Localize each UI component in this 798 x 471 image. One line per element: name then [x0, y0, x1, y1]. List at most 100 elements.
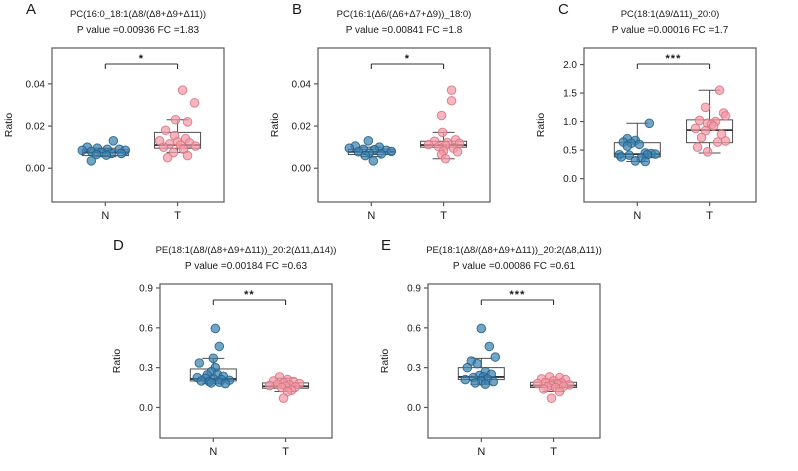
data-point-t: [182, 150, 193, 161]
data-point-t: [720, 136, 731, 146]
data-point-t: [554, 386, 565, 397]
significance-stars: **: [244, 289, 255, 301]
x-tick-label: T: [174, 210, 181, 222]
data-point-t: [714, 85, 725, 96]
boxplot-e: 0.0 0.3 0.6 0.9 Ratio N T ***: [376, 280, 642, 466]
data-point-n: [210, 323, 221, 334]
data-point-t: [278, 393, 289, 403]
boxplot-svg: 0.0 0.3 0.6 0.9 Ratio N T **: [111, 283, 333, 458]
data-point-n: [196, 376, 207, 386]
data-point-n: [368, 156, 379, 166]
data-point-t: [546, 393, 557, 403]
data-point-t: [177, 85, 188, 95]
y-tick-label: 0.02: [292, 122, 312, 133]
y-tick-label: 0.5: [563, 146, 577, 157]
data-point-t: [264, 380, 275, 391]
data-point-t: [712, 137, 723, 147]
data-point-t: [158, 142, 169, 152]
data-point-n: [472, 358, 483, 369]
data-point-n: [622, 141, 633, 151]
data-point-t: [532, 378, 543, 389]
y-tick-label: 0.0: [139, 403, 153, 414]
data-point-t: [700, 102, 711, 113]
data-point-n: [488, 376, 499, 387]
data-point-n: [484, 341, 495, 352]
data-point-t: [696, 132, 707, 143]
data-point-n: [480, 379, 491, 390]
panel-label-a: A: [26, 1, 37, 18]
panel-e: E PE(18:1(Δ8/(Δ8+Δ9+Δ11))_20:2(Δ8,Δ11)) …: [376, 236, 642, 466]
plot-frame: [317, 47, 491, 203]
panel-b: B PC(16:1(Δ6/(Δ6+Δ7+Δ9))_18:0) P value =…: [266, 0, 532, 230]
panel-subtitle-b: P value =0.00841 FC =1.8: [345, 25, 463, 36]
data-point-n: [116, 148, 127, 159]
data-point-n: [86, 156, 97, 166]
panel-c: C PC(18:1(Δ9/Δ11)_20:0) P value =0.00016…: [532, 0, 798, 230]
x-tick-label: N: [367, 210, 375, 222]
panel-a: A PC(16:0_18:1(Δ8/(Δ8+Δ9+Δ11)) P value =…: [0, 0, 266, 230]
data-point-t: [720, 111, 731, 121]
y-tick-label: 0.00: [26, 164, 46, 175]
data-point-t: [160, 125, 171, 136]
significance-stars: ***: [666, 53, 682, 65]
panel-title-c: PC(18:1(Δ9/Δ11)_20:0): [620, 9, 720, 20]
panel-d: D PE(18:1(Δ8/(Δ8+Δ9+Δ11))_20:2(Δ11,Δ14))…: [108, 236, 374, 466]
data-point-n: [91, 149, 102, 160]
data-point-t: [690, 123, 701, 134]
data-point-n: [77, 145, 88, 156]
data-point-n: [470, 378, 481, 388]
boxplot-d: 0.0 0.3 0.6 0.9 Ratio N T **: [108, 280, 374, 466]
data-point-t: [182, 117, 193, 127]
data-point-t: [538, 384, 549, 394]
data-point-n: [640, 156, 651, 167]
boxplot-svg: 0.0 0.3 0.6 0.9 Ratio N T ***: [379, 283, 601, 458]
y-tick-label: 0.02: [26, 122, 46, 133]
panel-subtitle-d: P value =0.00184 FC =0.63: [184, 261, 308, 272]
y-tick-label: 0.9: [407, 283, 421, 294]
y-tick-label: 0.6: [407, 323, 421, 334]
panel-subtitle-e: P value =0.00086 FC =0.61: [452, 261, 576, 272]
data-point-t: [446, 95, 457, 106]
data-point-t: [692, 142, 703, 153]
y-tick-label: 0.6: [139, 323, 153, 334]
y-tick-label: 0.9: [139, 283, 153, 294]
panel-title-e: PE(18:1(Δ8/(Δ8+Δ9+Δ11))_20:2(Δ8,Δ11)): [426, 245, 602, 256]
data-point-t: [694, 115, 705, 126]
y-axis-label: Ratio: [535, 113, 547, 138]
boxplot-svg: 0.00 0.02 0.04 Ratio N T *: [3, 47, 225, 222]
significance-stars: ***: [510, 289, 526, 301]
boxplot-svg: 0.00 0.02 0.04 Ratio N T *: [269, 47, 491, 222]
data-point-n: [490, 352, 501, 362]
data-point-n: [360, 150, 371, 161]
panel-label-b: B: [292, 1, 303, 18]
data-point-t: [437, 127, 448, 138]
panel-label-c: C: [558, 1, 569, 18]
y-axis-label: Ratio: [379, 349, 391, 374]
data-point-n: [616, 152, 627, 162]
y-tick-label: 1.0: [563, 117, 577, 128]
boxplot-b: 0.00 0.02 0.04 Ratio N T *: [266, 44, 532, 230]
data-point-n: [208, 353, 219, 364]
x-tick-label: T: [440, 210, 447, 222]
panel-label-d: D: [113, 237, 124, 254]
y-tick-label: 0.3: [407, 363, 421, 374]
x-tick-label: N: [101, 210, 109, 222]
y-axis-label: Ratio: [111, 349, 123, 374]
data-point-n: [363, 136, 374, 146]
data-point-t: [452, 146, 463, 157]
data-point-t: [190, 141, 201, 151]
y-tick-label: 2.0: [563, 60, 577, 71]
panel-title-d: PE(18:1(Δ8/(Δ8+Δ9+Δ11))_20:2(Δ11,Δ14)): [155, 245, 337, 256]
data-point-n: [476, 323, 487, 334]
data-point-n: [386, 146, 397, 157]
data-point-n: [460, 374, 471, 385]
data-point-n: [194, 358, 205, 368]
data-point-n: [214, 341, 225, 352]
data-point-t: [440, 153, 451, 164]
data-point-t: [702, 147, 713, 157]
data-point-t: [162, 152, 173, 163]
significance-stars: *: [139, 53, 144, 65]
data-point-n: [462, 362, 473, 373]
data-point-t: [168, 147, 179, 158]
